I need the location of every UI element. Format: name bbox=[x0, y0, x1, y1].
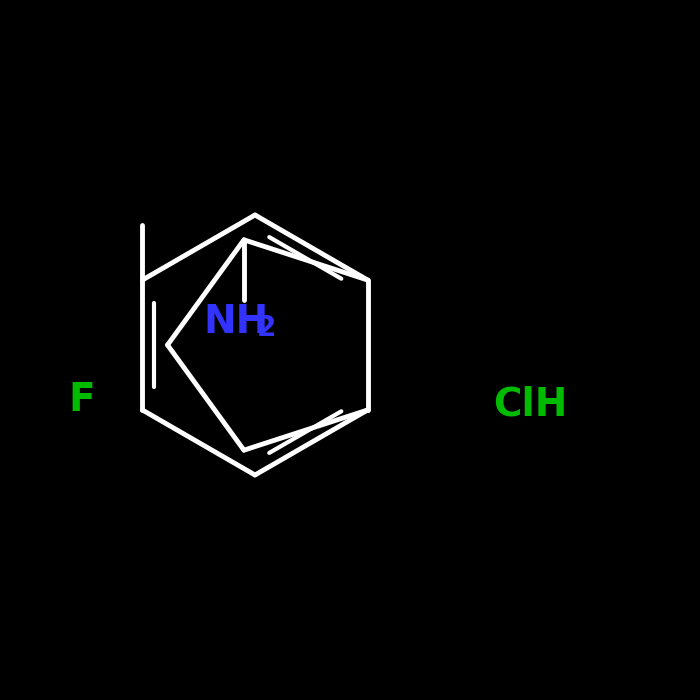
Text: ClH: ClH bbox=[493, 386, 567, 424]
Text: NH: NH bbox=[203, 303, 269, 341]
Text: 2: 2 bbox=[256, 314, 276, 342]
Text: F: F bbox=[69, 381, 95, 419]
